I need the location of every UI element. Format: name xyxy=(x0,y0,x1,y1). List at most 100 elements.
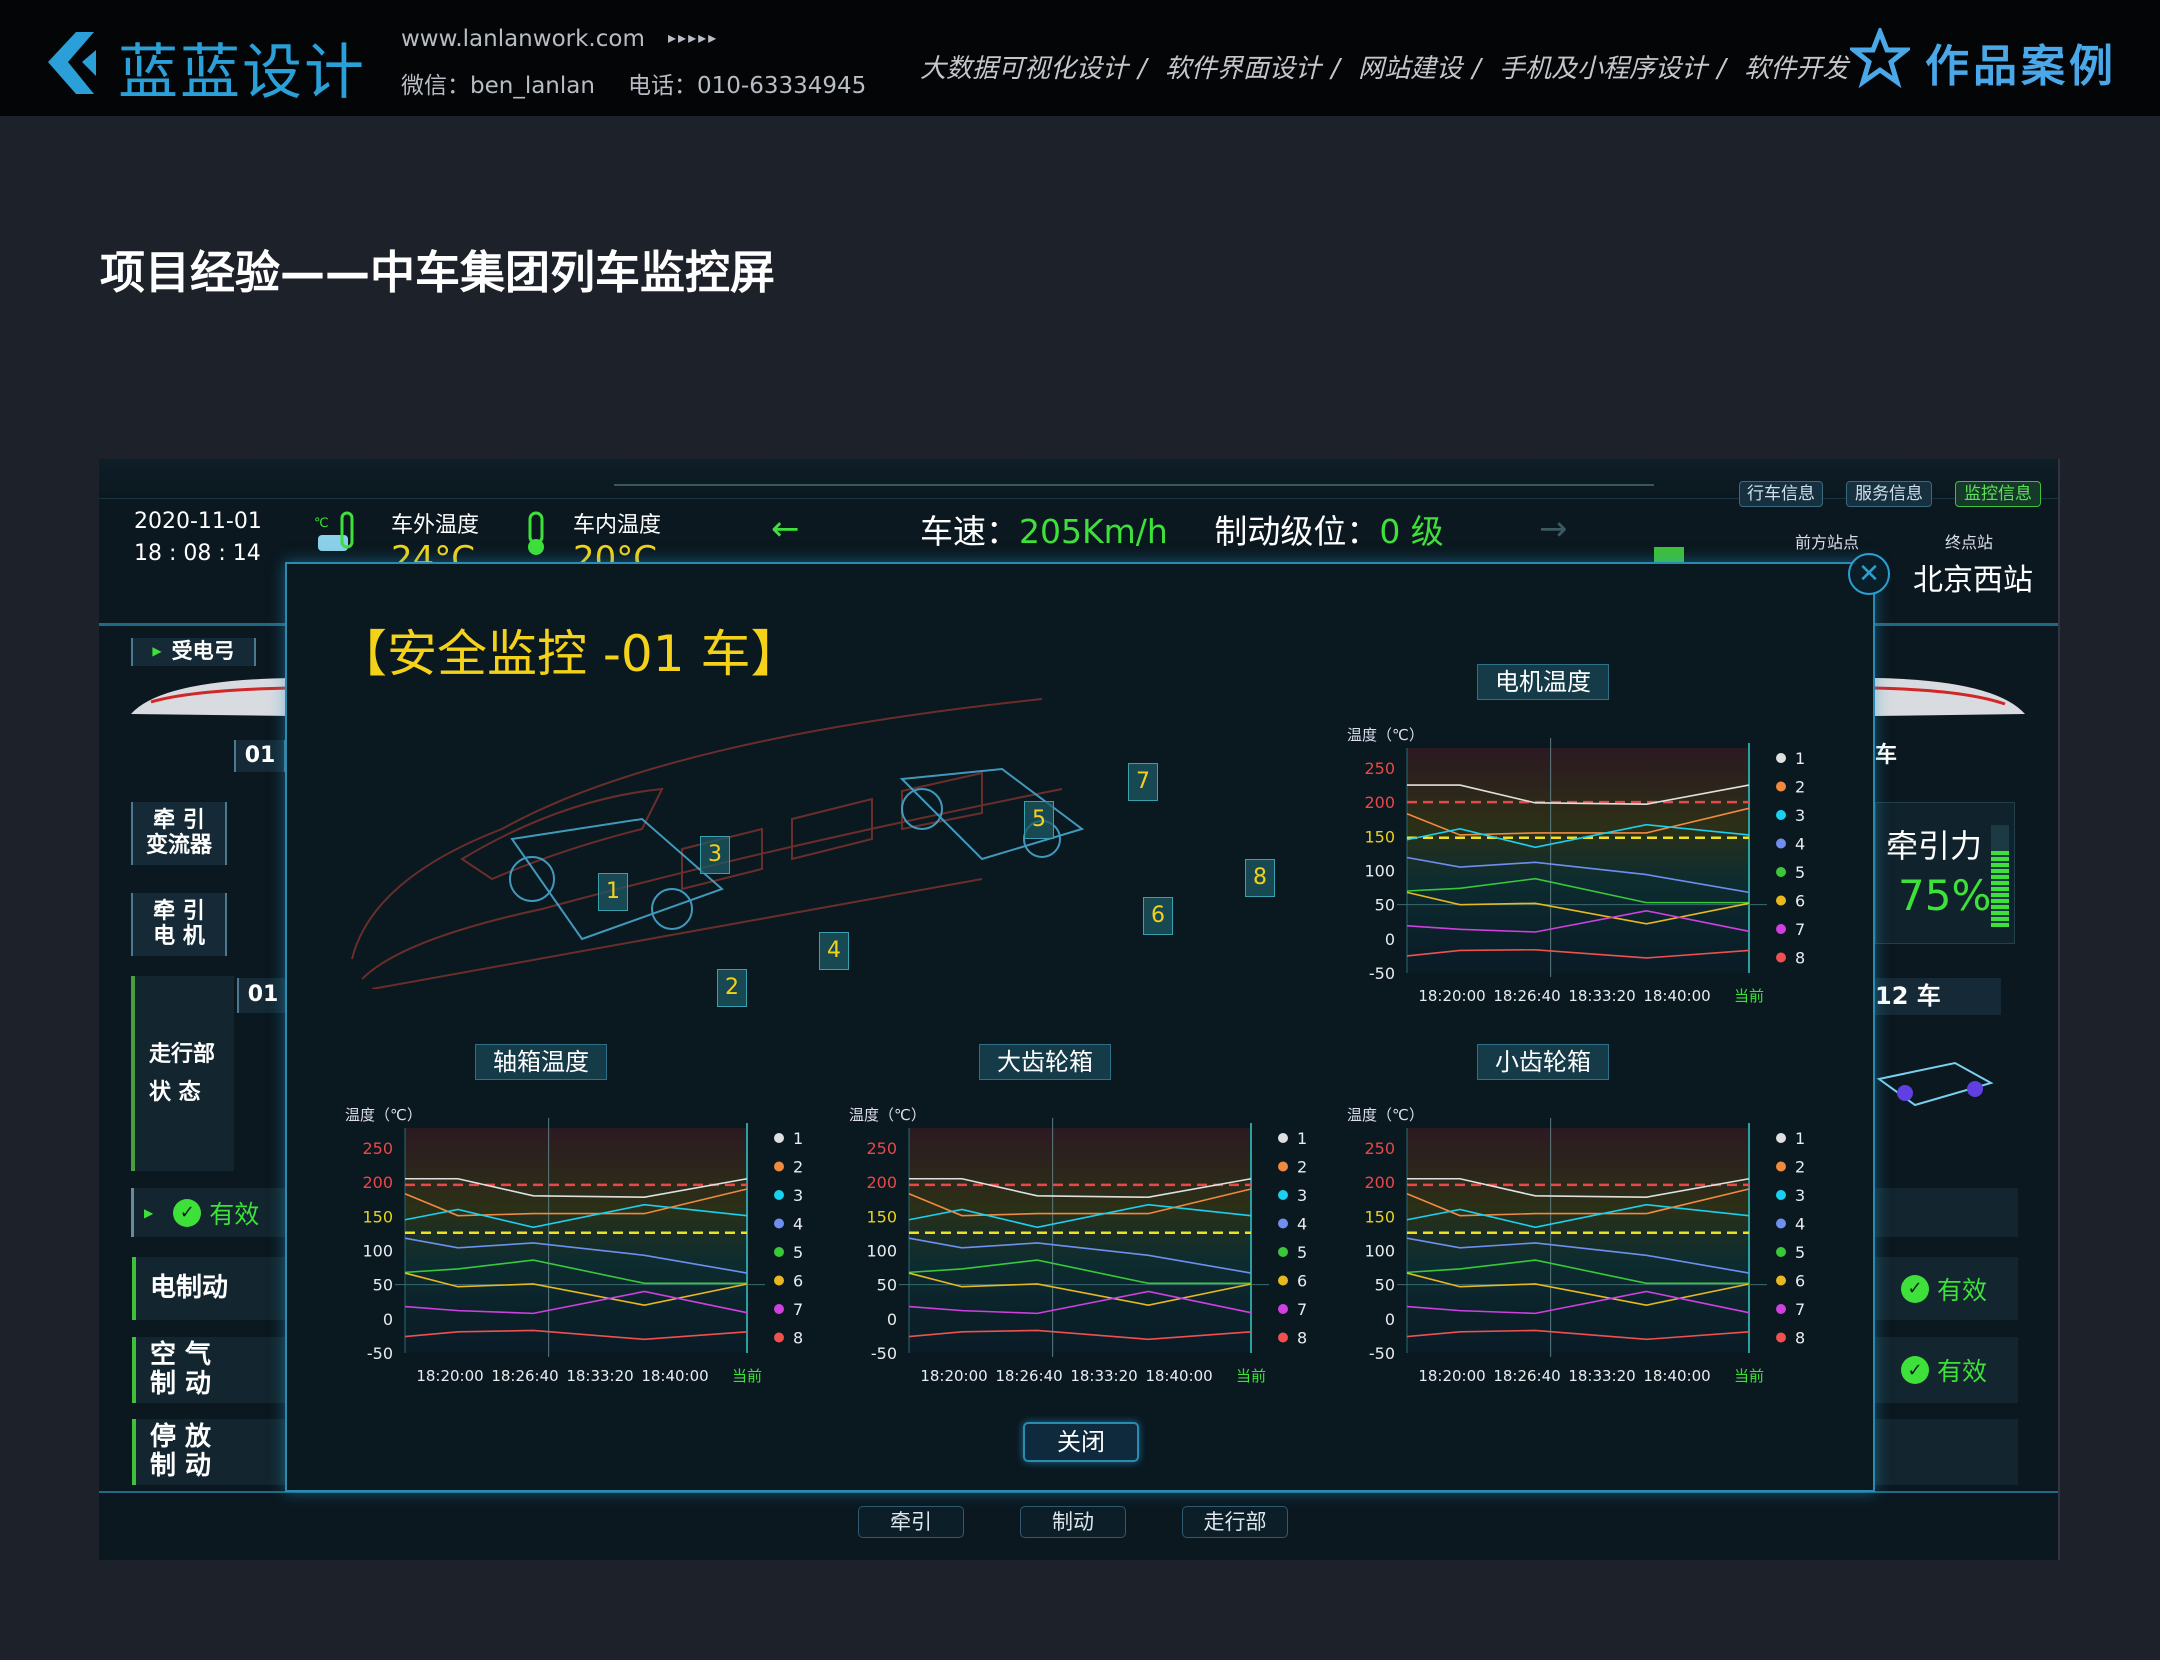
legend-marker-3 xyxy=(774,1190,784,1200)
parking-brake[interactable]: 停 放 制 动 xyxy=(132,1419,292,1485)
running-gear-status[interactable]: 走行部 状 态 xyxy=(131,976,234,1171)
legend-label[interactable]: 7 xyxy=(1795,920,1805,939)
legend-label[interactable]: 5 xyxy=(793,1243,803,1262)
arrow-right-icon[interactable]: → xyxy=(1539,509,1568,549)
x-tick-label: 18:20:00 xyxy=(920,1367,987,1385)
service-item[interactable]: 软件界面设计 xyxy=(1165,54,1322,84)
legend-label[interactable]: 5 xyxy=(1795,863,1805,882)
x-tick-label: 当前 xyxy=(732,1367,762,1385)
plot-background xyxy=(909,1128,1251,1353)
close-icon[interactable]: ✕ xyxy=(1848,553,1890,595)
service-item[interactable]: 手机及小程序设计 xyxy=(1499,54,1708,84)
series-line-8 xyxy=(908,1329,1252,1341)
legend-label[interactable]: 2 xyxy=(1795,1158,1805,1177)
y-tick-label: 0 xyxy=(887,1310,897,1329)
legend-marker-5 xyxy=(1776,867,1786,877)
legend-label[interactable]: 3 xyxy=(1795,1186,1805,1205)
legend-label[interactable]: 8 xyxy=(1297,1329,1307,1348)
site-url[interactable]: www.lanlanwork.com xyxy=(401,26,645,52)
legend-marker-6 xyxy=(774,1275,784,1286)
tab-driving-info[interactable]: 行车信息 xyxy=(1739,481,1823,507)
bottom-tab-brake[interactable]: 制动 xyxy=(1020,1506,1126,1538)
x-tick-label: 18:20:00 xyxy=(1418,987,1485,1005)
outside-temp-label: 车外温度 xyxy=(391,513,480,538)
legend-label[interactable]: 6 xyxy=(1297,1272,1307,1291)
legend-label[interactable]: 2 xyxy=(1297,1158,1307,1177)
tab-monitor-info[interactable]: 监控信息 xyxy=(1955,481,2041,507)
legend-label[interactable]: 1 xyxy=(793,1129,803,1148)
series-line-3 xyxy=(1406,823,1750,849)
legend-label[interactable]: 7 xyxy=(1297,1300,1307,1319)
legend-label[interactable]: 4 xyxy=(1297,1215,1307,1234)
x-tick-label: 18:20:00 xyxy=(416,1367,483,1385)
legend-label[interactable]: 1 xyxy=(1795,749,1805,768)
wechat-contact: 微信：ben_lanlan xyxy=(401,73,595,99)
component-marker-3[interactable]: 3 xyxy=(700,836,730,874)
tab-service-info[interactable]: 服务信息 xyxy=(1846,481,1932,507)
legend-label[interactable]: 5 xyxy=(1795,1243,1805,1262)
speed-value: 205Km/h xyxy=(1019,512,1168,551)
series-line-8 xyxy=(404,1329,748,1341)
component-marker-1[interactable]: 1 xyxy=(598,873,628,911)
legend-label[interactable]: 3 xyxy=(793,1186,803,1205)
legend-label[interactable]: 7 xyxy=(793,1300,803,1319)
portfolio-cases-link[interactable]: 作品案例 xyxy=(1925,41,2117,92)
legend-label[interactable]: 6 xyxy=(1795,892,1805,911)
series-line-1 xyxy=(909,1177,1252,1199)
electric-brake[interactable]: 电制动 xyxy=(132,1257,292,1320)
y-tick-label: -50 xyxy=(1369,1344,1395,1363)
legend-marker-7 xyxy=(774,1304,784,1314)
legend-label[interactable]: 4 xyxy=(793,1215,803,1234)
legend-label[interactable]: 2 xyxy=(1795,778,1805,797)
y-tick-label: -50 xyxy=(367,1344,393,1363)
component-marker-5[interactable]: 5 xyxy=(1024,801,1054,839)
legend-label[interactable]: 8 xyxy=(1795,1329,1805,1348)
progress-line xyxy=(614,484,1654,486)
component-marker-7[interactable]: 7 xyxy=(1128,763,1158,801)
component-marker-8[interactable]: 8 xyxy=(1245,859,1275,897)
service-item[interactable]: 软件开发 xyxy=(1744,54,1849,84)
component-marker-6[interactable]: 6 xyxy=(1143,897,1173,935)
legend-label[interactable]: 3 xyxy=(1297,1186,1307,1205)
x-tick-label: 18:33:20 xyxy=(566,1367,633,1385)
legend-label[interactable]: 1 xyxy=(1795,1129,1805,1148)
legend-label[interactable]: 5 xyxy=(1297,1243,1307,1262)
legend-label[interactable]: 3 xyxy=(1795,806,1805,825)
legend-label[interactable]: 1 xyxy=(1297,1129,1307,1148)
air-brake[interactable]: 空 气 制 动 xyxy=(132,1337,292,1403)
play-icon: ▶ xyxy=(152,644,162,659)
y-tick-label: 200 xyxy=(362,1173,393,1192)
series-line-8 xyxy=(1406,948,1750,959)
legend-marker-4 xyxy=(1278,1218,1288,1229)
arrow-left-icon[interactable]: ← xyxy=(771,509,800,549)
component-marker-2[interactable]: 2 xyxy=(717,969,747,1007)
close-button[interactable]: 关闭 xyxy=(1023,1422,1139,1462)
series-line-7 xyxy=(1406,1290,1750,1315)
x-tick-label: 当前 xyxy=(1236,1367,1266,1385)
inside-temp-label: 车内温度 xyxy=(573,513,662,538)
legend-label[interactable]: 8 xyxy=(793,1329,803,1348)
legend-label[interactable]: 2 xyxy=(793,1158,803,1177)
legend-label[interactable]: 6 xyxy=(793,1272,803,1291)
series-line-5 xyxy=(1406,877,1749,904)
component-marker-4[interactable]: 4 xyxy=(819,932,849,970)
divider xyxy=(99,1491,2058,1493)
bottom-tab-traction[interactable]: 牵引 xyxy=(858,1506,964,1538)
series-line-8 xyxy=(1406,1329,1750,1341)
traction-motor[interactable]: 牵 引 电 机 xyxy=(131,893,227,956)
y-tick-label: 250 xyxy=(866,1139,897,1158)
legend-label[interactable]: 6 xyxy=(1795,1272,1805,1291)
legend-label[interactable]: 4 xyxy=(1795,835,1805,854)
service-item[interactable]: 大数据可视化设计 xyxy=(920,54,1129,84)
legend-label[interactable]: 4 xyxy=(1795,1215,1805,1234)
service-item[interactable]: 网站建设 xyxy=(1358,54,1463,84)
traction-converter[interactable]: 牵 引 变流器 xyxy=(131,802,227,865)
play-icon: ▶ xyxy=(144,1205,154,1220)
y-tick-label: 200 xyxy=(1364,1173,1395,1192)
legend-label[interactable]: 7 xyxy=(1795,1300,1805,1319)
bottom-tab-running-gear[interactable]: 走行部 xyxy=(1182,1506,1288,1538)
legend-marker-7 xyxy=(1776,924,1786,934)
series-line-1 xyxy=(405,1177,748,1199)
star-icon xyxy=(1850,28,1910,88)
legend-label[interactable]: 8 xyxy=(1795,949,1805,968)
